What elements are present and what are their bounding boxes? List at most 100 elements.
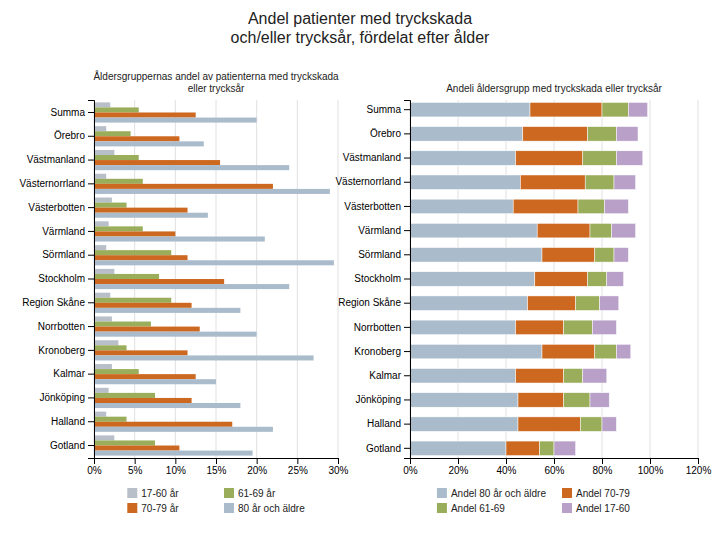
bar: [94, 141, 204, 146]
tick-label: 60%: [544, 465, 564, 476]
x-tick: 60%: [544, 458, 564, 476]
bar: [94, 102, 110, 107]
series: [540, 102, 629, 455]
bar: [410, 223, 537, 238]
tick-label: Örebro: [370, 128, 402, 139]
bar: [616, 151, 642, 166]
bar: [94, 198, 112, 203]
chart-1: 0%20%40%60%80%100%120%SummaÖrebroVästman…: [335, 83, 711, 514]
bar: [602, 417, 616, 432]
axis-line: [404, 101, 411, 459]
tick-label: 20%: [448, 465, 468, 476]
figure-title: Andel patienter med tryckskadaoch/eller …: [231, 10, 490, 46]
series: [554, 102, 648, 455]
y-tick: Västmanland: [27, 154, 94, 165]
tick-mark: [698, 458, 699, 464]
x-tick: 0%: [403, 458, 418, 476]
bar: [94, 213, 208, 218]
series: [94, 112, 273, 450]
legend-label: 80 år och äldre: [238, 503, 305, 514]
tick-mark: [404, 303, 410, 304]
tick-mark: [404, 448, 410, 449]
legend-item: 70-79 år: [127, 503, 179, 514]
tick-mark: [88, 374, 94, 375]
bar: [506, 441, 540, 456]
legend-item: 61-69 år: [224, 488, 276, 499]
x-tick: 10%: [166, 458, 186, 476]
legend-label: 70-79 år: [141, 503, 179, 514]
bar: [410, 441, 506, 456]
bar: [410, 296, 528, 311]
x-tick: 30%: [328, 458, 348, 476]
tick-mark: [88, 183, 94, 184]
bar: [94, 398, 192, 403]
tick-mark: [88, 136, 94, 137]
bar: [580, 417, 602, 432]
bar: [94, 369, 139, 374]
bar: [583, 369, 607, 384]
y-tick: Kronoberg: [354, 346, 410, 357]
legend-label: 17-60 år: [141, 488, 179, 499]
tick-mark: [88, 279, 94, 280]
tick-label: Västerbotten: [28, 202, 85, 213]
chart-0: 0%5%10%15%20%25%30%SummaÖrebroVästmanlan…: [19, 70, 348, 514]
legend-label: Andel 70-79: [576, 488, 630, 499]
legend-label: Andel 17-60: [576, 503, 630, 514]
tick-label: 30%: [328, 465, 348, 476]
bar: [94, 293, 110, 298]
bar: [518, 417, 580, 432]
bar: [540, 441, 554, 456]
tick-mark: [88, 112, 94, 113]
tick-label: 100%: [638, 465, 664, 476]
bar: [564, 369, 583, 384]
bar: [94, 150, 114, 155]
y-tick: Örebro: [54, 130, 94, 141]
tick-label: Stockholm: [354, 273, 401, 284]
bar: [94, 226, 143, 231]
tick-label: 15%: [206, 465, 226, 476]
bar: [94, 255, 188, 260]
tick-mark: [404, 254, 410, 255]
bar: [94, 417, 127, 422]
tick-label: 25%: [288, 465, 308, 476]
x-tick: 20%: [247, 458, 267, 476]
tick-mark: [257, 458, 258, 464]
y-tick: Sörmland: [358, 249, 410, 260]
bar: [410, 344, 542, 359]
tick-mark: [88, 445, 94, 446]
bar: [410, 320, 516, 335]
x-tick: 25%: [288, 458, 308, 476]
bar: [518, 393, 564, 408]
grid-line: [698, 100, 699, 458]
legend-swatch: [127, 503, 137, 513]
y-tick: Summa: [367, 104, 410, 115]
bar: [410, 369, 516, 384]
bar: [94, 221, 109, 226]
tick-label: Örebro: [54, 130, 86, 141]
bar: [94, 107, 139, 112]
bar: [616, 127, 638, 142]
y-tick: Norrbotten: [354, 322, 410, 333]
tick-mark: [135, 458, 136, 464]
bar: [410, 102, 530, 117]
tick-label: 5%: [128, 465, 143, 476]
bar: [516, 151, 583, 166]
bar: [535, 272, 588, 287]
bar: [564, 320, 593, 335]
tick-mark: [404, 158, 410, 159]
tick-mark: [404, 279, 410, 280]
bar: [604, 199, 628, 214]
tick-label: Summa: [367, 104, 402, 115]
legend-item: Andel 17-60: [562, 503, 630, 514]
legend-label: Andel 61-69: [451, 503, 505, 514]
y-tick: Värmland: [42, 226, 94, 237]
y-tick: Kronoberg: [38, 345, 94, 356]
grid-line: [650, 100, 651, 458]
tick-label: 10%: [166, 465, 186, 476]
tick-label: Summa: [51, 107, 86, 118]
tick-label: Halland: [367, 418, 401, 429]
y-tick: Jönköping: [355, 394, 410, 405]
tick-label: Region Skåne: [338, 297, 401, 308]
y-tick: Västernorrland: [335, 176, 410, 187]
legend-item: Andel 70-79: [562, 488, 630, 499]
